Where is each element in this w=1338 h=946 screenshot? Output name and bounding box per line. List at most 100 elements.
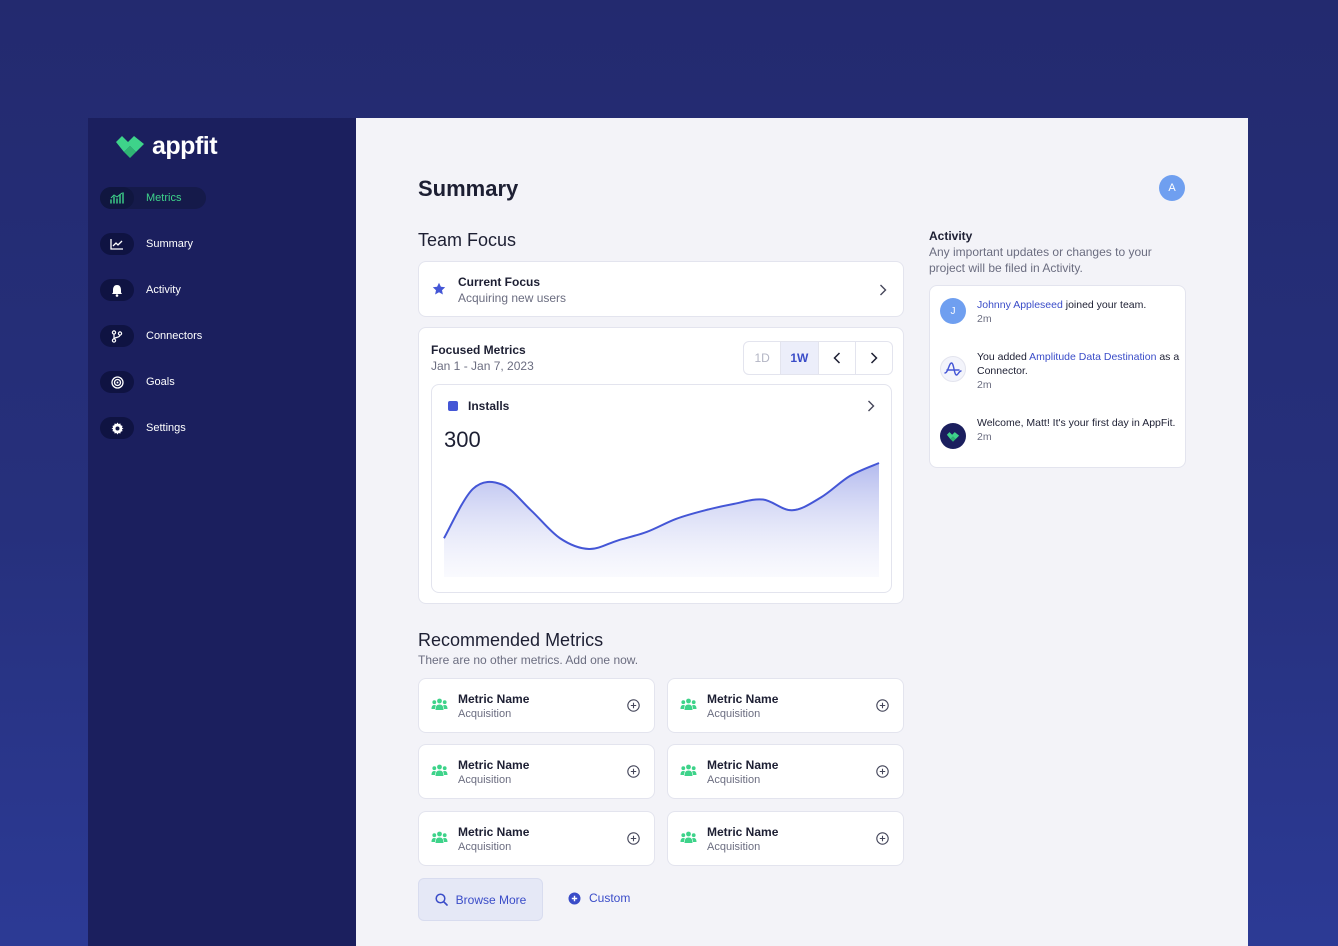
activity-text: You added Amplitude Data Destination as … — [977, 350, 1182, 392]
current-focus-value: Acquiring new users — [458, 291, 567, 305]
plus-circle-icon — [568, 892, 581, 904]
add-circle-icon[interactable] — [876, 832, 889, 845]
target-icon — [100, 371, 134, 393]
installs-metric-card[interactable]: Installs 300 — [431, 384, 892, 593]
activity-text: Johnny Appleseed joined your team. 2m — [977, 298, 1182, 326]
browse-more-label: Browse More — [455, 892, 527, 907]
chevron-right-icon — [870, 352, 878, 364]
metric-name: Metric Name — [707, 758, 779, 772]
add-circle-icon[interactable] — [627, 765, 640, 778]
main-content: Summary A Team Focus Current Focus Acqui… — [356, 118, 1248, 946]
metric-name: Metric Name — [707, 825, 779, 839]
activity-time: 2m — [977, 431, 992, 443]
app-window: appfit Metrics Summary Activity — [88, 118, 1248, 946]
date-range: Jan 1 - Jan 7, 2023 — [431, 359, 534, 373]
users-icon — [431, 764, 448, 776]
metric-category: Acquisition — [458, 708, 512, 720]
activity-text-pre: Welcome, Matt! It's your first day in Ap… — [977, 417, 1176, 429]
brand-logo[interactable]: appfit — [114, 132, 344, 160]
recommended-metric-card[interactable]: Metric Name Acquisition — [418, 678, 655, 733]
appfit-logo-icon — [116, 136, 144, 158]
amplitude-icon — [940, 356, 966, 382]
activity-text-post: joined your team. — [1062, 299, 1147, 311]
chevron-left-icon — [833, 352, 840, 364]
installs-label: Installs — [468, 399, 510, 413]
custom-metric-button[interactable]: Custom — [568, 891, 630, 905]
team-focus-title: Team Focus — [418, 230, 517, 250]
sidebar-item-summary[interactable]: Summary — [100, 233, 206, 255]
range-1w-button[interactable]: 1W — [781, 342, 819, 374]
next-range-button[interactable] — [856, 342, 892, 374]
installs-legend-swatch — [448, 401, 458, 411]
browse-more-button[interactable]: Browse More — [418, 878, 543, 921]
metric-name: Metric Name — [707, 692, 779, 706]
focused-metrics-title: Focused Metrics — [431, 343, 526, 357]
users-icon — [431, 698, 448, 710]
sidebar-item-label: Connectors — [146, 330, 203, 342]
recommended-metric-card[interactable]: Metric Name Acquisition — [667, 678, 904, 733]
metric-category: Acquisition — [707, 708, 761, 720]
activity-subtitle: Any important updates or changes to your… — [929, 245, 1152, 275]
sidebar-item-connectors[interactable]: Connectors — [100, 325, 206, 347]
current-focus-label: Current Focus — [458, 275, 541, 289]
recommended-metric-card[interactable]: Metric Name Acquisition — [667, 744, 904, 799]
recommended-metrics-subtitle: There are no other metrics. Add one now. — [418, 653, 639, 667]
recommended-metrics-title: Recommended Metrics — [418, 630, 604, 650]
activity-avatar-initial: J — [950, 305, 956, 317]
recommended-metric-card[interactable]: Metric Name Acquisition — [667, 811, 904, 866]
recommended-metric-card[interactable]: Metric Name Acquisition — [418, 744, 655, 799]
activity-text-post: as a Connector. — [977, 351, 1180, 377]
activity-link-connector[interactable]: Amplitude Data Destination — [1029, 351, 1157, 363]
chart-line-icon — [100, 233, 134, 255]
metrics-icon — [100, 187, 134, 209]
activity-time: 2m — [977, 379, 992, 391]
add-circle-icon[interactable] — [876, 699, 889, 712]
star-icon — [432, 282, 446, 295]
sidebar-item-activity[interactable]: Activity — [100, 279, 206, 301]
users-icon — [680, 698, 697, 710]
chevron-right-icon — [868, 400, 875, 412]
search-icon — [435, 893, 448, 906]
sidebar-item-label: Goals — [146, 376, 175, 388]
bell-icon — [100, 279, 134, 301]
sidebar-item-label: Summary — [146, 238, 194, 250]
activity-link-user[interactable]: Johnny Appleseed — [977, 299, 1063, 311]
activity-text: Welcome, Matt! It's your first day in Ap… — [977, 416, 1182, 444]
add-circle-icon[interactable] — [876, 765, 889, 778]
add-circle-icon[interactable] — [627, 832, 640, 845]
page-title: Summary — [418, 176, 519, 201]
appfit-logo-icon — [940, 423, 966, 449]
gear-icon — [100, 417, 134, 439]
sidebar: appfit Metrics Summary Activity — [88, 118, 356, 946]
users-icon — [431, 831, 448, 843]
add-circle-icon[interactable] — [627, 699, 640, 712]
sidebar-item-settings[interactable]: Settings — [100, 417, 206, 439]
chart-area — [444, 463, 879, 577]
metric-category: Acquisition — [458, 841, 512, 853]
focused-metrics-card: Focused Metrics Jan 1 - Jan 7, 2023 1D 1… — [418, 327, 904, 604]
metric-category: Acquisition — [458, 774, 512, 786]
branch-icon — [100, 325, 134, 347]
users-icon — [680, 764, 697, 776]
sidebar-nav: Metrics Summary Activity Connectors — [100, 187, 344, 439]
recommended-metric-card[interactable]: Metric Name Acquisition — [418, 811, 655, 866]
brand-name: appfit — [152, 131, 218, 160]
prev-range-button[interactable] — [819, 342, 856, 374]
metric-name: Metric Name — [458, 758, 530, 772]
sidebar-item-label: Activity — [146, 284, 181, 296]
custom-label: Custom — [589, 891, 631, 905]
metric-category: Acquisition — [707, 841, 761, 853]
activity-time: 2m — [977, 313, 992, 325]
activity-title: Activity — [929, 229, 973, 243]
activity-feed: J Johnny Appleseed joined your team. 2m … — [929, 285, 1186, 468]
metric-category: Acquisition — [707, 774, 761, 786]
sidebar-item-metrics[interactable]: Metrics — [100, 187, 206, 209]
activity-text-pre: You added — [977, 351, 1030, 363]
range-selector: 1D 1W — [743, 341, 893, 375]
current-focus-card[interactable]: Current Focus Acquiring new users — [418, 261, 904, 317]
chevron-right-icon — [880, 284, 887, 296]
user-avatar[interactable]: A — [1159, 175, 1185, 201]
sidebar-item-goals[interactable]: Goals — [100, 371, 206, 393]
range-1d-button[interactable]: 1D — [744, 342, 782, 374]
chart-series-line — [443, 462, 880, 551]
